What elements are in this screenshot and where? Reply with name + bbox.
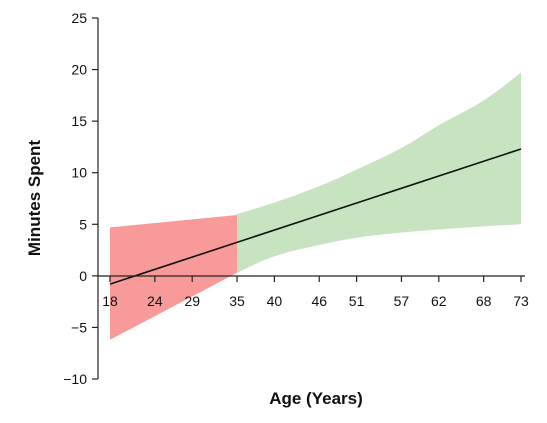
x-tick-label: 57 bbox=[394, 293, 410, 309]
y-axis-label: Minutes Spent bbox=[25, 140, 44, 257]
y-tick-label: 15 bbox=[71, 113, 87, 129]
x-tick-label: 24 bbox=[147, 293, 163, 309]
y-tick-label: 10 bbox=[71, 165, 87, 181]
band-ages-18-35 bbox=[110, 215, 238, 340]
band-ages-35-73 bbox=[237, 72, 521, 273]
x-axis-ticks: 18 24 29 35 40 46 51 57 62 68 73 bbox=[102, 276, 529, 309]
y-tick-label: 0 bbox=[79, 268, 87, 284]
x-tick-label: 51 bbox=[349, 293, 365, 309]
x-tick-label: 68 bbox=[476, 293, 492, 309]
x-tick-label: 18 bbox=[102, 293, 118, 309]
x-tick-label: 73 bbox=[513, 293, 529, 309]
x-tick-label: 40 bbox=[267, 293, 283, 309]
confidence-bands bbox=[110, 72, 521, 340]
regression-line-layer bbox=[109, 148, 522, 285]
x-tick-label: 29 bbox=[184, 293, 200, 309]
y-tick-label: 25 bbox=[71, 10, 87, 26]
y-axis-ticks: −10 −5 0 5 10 15 20 25 bbox=[63, 10, 98, 387]
y-tick-label: −5 bbox=[71, 319, 87, 335]
x-axis-label: Age (Years) bbox=[269, 389, 363, 408]
y-tick-label: 20 bbox=[71, 62, 87, 78]
x-tick-label: 46 bbox=[311, 293, 327, 309]
x-tick-label: 35 bbox=[229, 293, 245, 309]
y-tick-label: 5 bbox=[79, 216, 87, 232]
regression-line bbox=[109, 148, 522, 285]
x-tick-label: 62 bbox=[431, 293, 447, 309]
y-tick-label: −10 bbox=[63, 371, 87, 387]
